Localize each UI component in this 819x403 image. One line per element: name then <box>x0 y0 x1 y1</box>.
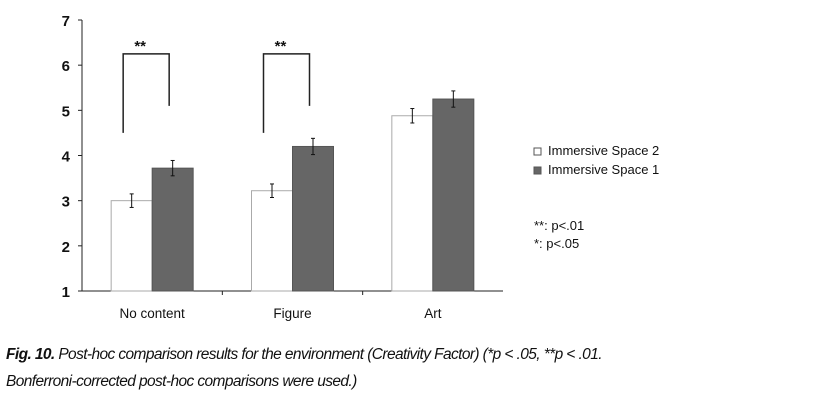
bar <box>391 115 434 292</box>
x-tick-label: Art <box>424 306 442 321</box>
x-tick-label: No content <box>120 306 186 321</box>
legend-label: Immersive Space 1 <box>548 162 659 177</box>
legend-swatch <box>533 147 542 156</box>
bar-chart: 1 2 3 4 5 6 7 No content Figure Art ** ** Immersive … <box>62 13 660 321</box>
y-tick-label: 3 <box>62 194 70 211</box>
y-tick-label: 1 <box>62 284 70 301</box>
y-tick-label: 6 <box>62 58 70 75</box>
significance-bracket <box>122 53 170 133</box>
figure-caption: Fig. 10. Post-hoc comparison results for… <box>6 346 603 364</box>
significance-note: **: p<.01 <box>534 218 584 233</box>
significance-label: ** <box>134 38 146 55</box>
bar <box>151 167 194 292</box>
legend-label: Immersive Space 2 <box>548 143 659 158</box>
x-tick-label: Figure <box>273 306 311 321</box>
y-tick-label: 2 <box>62 239 70 256</box>
significance-note: *: p<.05 <box>534 236 579 251</box>
bar <box>432 98 475 292</box>
y-tick-label: 4 <box>62 149 71 166</box>
bar <box>110 200 153 292</box>
bar <box>292 145 334 292</box>
figure-caption-line2: Bonferroni-corrected post-hoc comparison… <box>6 373 357 390</box>
caption-text: Post-hoc comparison results for the envi… <box>54 346 602 363</box>
significance-bracket <box>262 53 311 133</box>
significance-label: ** <box>275 38 287 55</box>
caption-label: Fig. 10. <box>6 346 55 363</box>
bar <box>251 190 293 292</box>
legend-swatch <box>533 166 542 175</box>
y-tick-label: 5 <box>62 103 70 120</box>
y-tick-label: 7 <box>62 13 70 30</box>
